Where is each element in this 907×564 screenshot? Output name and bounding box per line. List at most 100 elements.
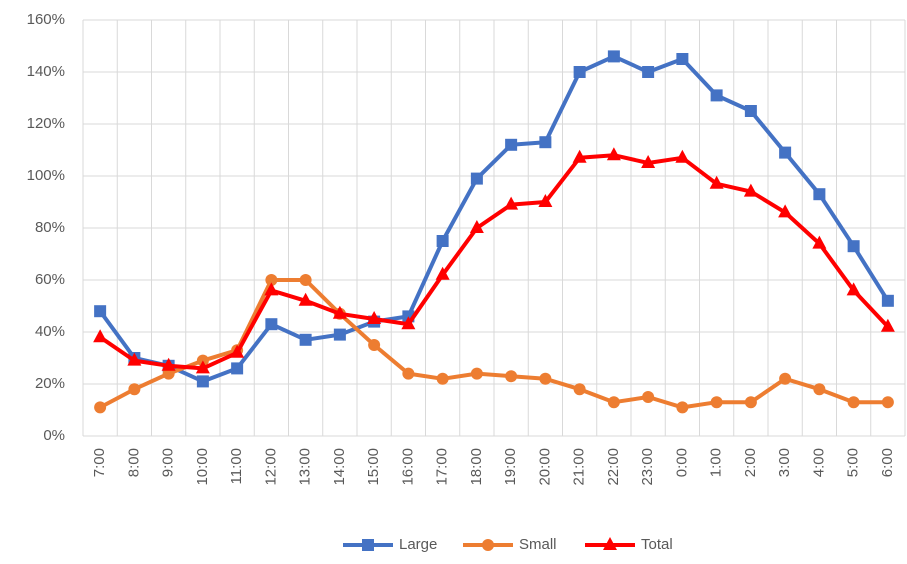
marker [231,362,244,375]
marker [298,292,313,306]
marker [607,50,620,63]
marker [606,147,621,161]
marker [93,329,108,343]
marker [779,372,792,385]
marker [812,235,827,249]
y-tick-label: 140% [27,63,65,80]
marker [778,204,793,218]
x-tick-label: 10:00 [194,448,211,486]
marker [641,155,656,168]
marker [675,149,690,163]
marker [881,396,894,409]
x-tick-label: 22:00 [605,448,622,486]
marker [161,357,176,371]
marker [264,282,279,296]
x-tick-label: 2:00 [742,448,759,477]
y-tick-label: 40% [35,323,65,340]
marker [676,401,689,414]
marker [436,235,449,247]
x-tick-label: 9:00 [160,448,177,477]
marker [573,66,586,78]
legend-item: Small [463,536,557,553]
y-tick-label: 120% [27,115,65,132]
marker [779,146,792,159]
marker [196,375,209,388]
x-tick-label: 7:00 [91,448,108,477]
x-tick-label: 8:00 [125,448,142,477]
x-tick-label: 12:00 [262,448,279,486]
marker [128,383,141,396]
marker [846,282,861,296]
y-tick-label: 80% [35,219,65,236]
marker [676,53,689,65]
marker [505,138,518,151]
legend-label: Total [641,536,673,553]
marker [299,274,312,286]
marker [813,383,826,396]
marker [538,194,553,207]
marker [265,274,278,286]
marker [572,149,587,163]
x-tick-label: 6:00 [879,448,896,477]
marker [94,401,107,414]
legend-label: Large [399,536,437,553]
marker [333,328,346,341]
y-tick-label: 100% [27,167,65,184]
legend-item: Total [585,536,673,553]
legend-marker [603,537,617,550]
y-tick-label: 0% [43,427,65,444]
marker [367,311,382,324]
marker [642,66,655,78]
marker [505,370,518,383]
legend-marker [482,539,494,551]
marker [332,305,347,319]
marker [401,316,416,330]
x-tick-label: 20:00 [536,448,553,486]
x-tick-label: 5:00 [845,448,862,477]
y-tick-label: 60% [35,271,65,288]
marker [607,396,620,409]
marker [469,220,484,233]
marker [709,175,724,189]
x-tick-label: 16:00 [399,448,416,486]
x-tick-label: 11:00 [228,448,245,484]
marker [470,367,483,380]
marker [847,396,860,409]
marker [368,339,381,351]
marker [402,367,415,380]
legend-label: Small [519,536,557,553]
marker [94,305,107,318]
marker [813,188,826,201]
marker [265,318,278,331]
marker [743,183,758,197]
legend-marker [362,539,374,551]
marker [744,396,757,409]
y-tick-label: 160% [27,11,65,28]
x-tick-label: 15:00 [365,448,382,486]
x-tick-label: 19:00 [502,448,519,486]
x-tick-label: 13:00 [297,448,314,486]
marker [573,383,586,396]
y-tick-label: 20% [35,375,65,392]
marker [435,266,450,280]
x-tick-label: 4:00 [810,448,827,477]
x-tick-label: 0:00 [673,448,690,477]
marker [881,294,894,307]
marker [436,372,449,385]
marker [744,105,757,117]
marker [710,89,723,102]
marker [710,396,723,409]
marker [127,352,142,366]
marker [847,240,860,253]
x-tick-label: 17:00 [434,448,451,486]
marker [539,136,552,149]
marker [470,172,483,185]
marker [539,372,552,385]
x-tick-label: 14:00 [331,448,348,486]
x-tick-label: 18:00 [468,448,485,486]
legend-item: Large [343,536,437,553]
x-tick-label: 3:00 [776,448,793,477]
marker [880,318,895,332]
marker [230,344,245,358]
